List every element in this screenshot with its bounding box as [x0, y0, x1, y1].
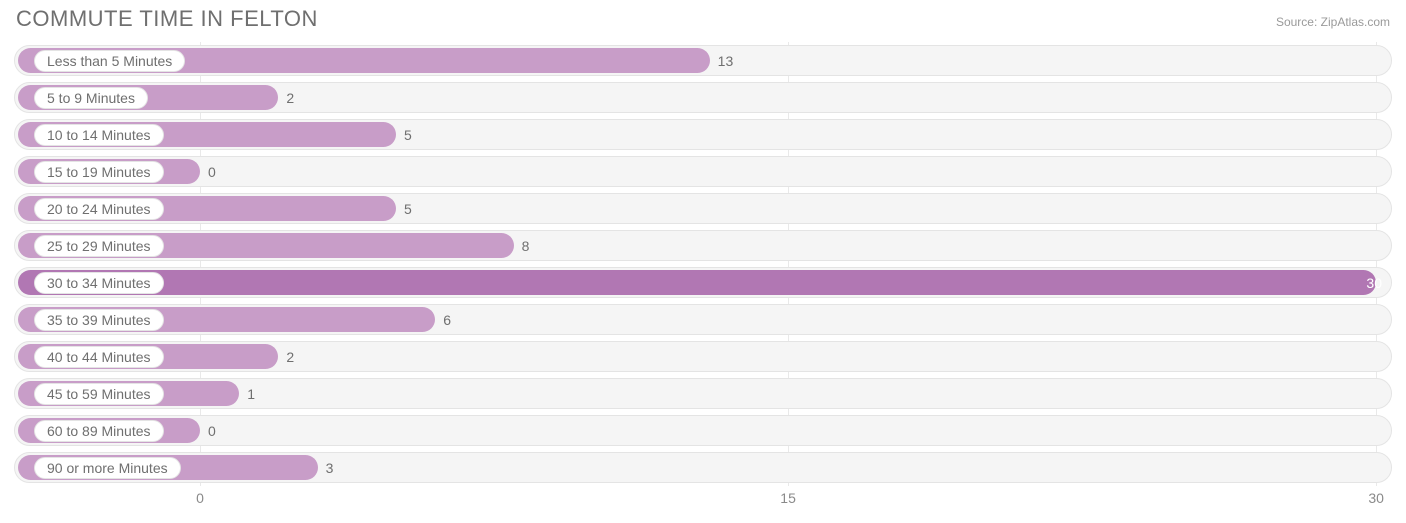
chart-title: COMMUTE TIME IN FELTON: [16, 6, 318, 32]
bar-track: [14, 415, 1392, 446]
category-label: 30 to 34 Minutes: [34, 272, 164, 294]
category-label: 25 to 29 Minutes: [34, 235, 164, 257]
category-label: 20 to 24 Minutes: [34, 198, 164, 220]
value-label: 8: [522, 238, 530, 254]
category-label: 45 to 59 Minutes: [34, 383, 164, 405]
bar-row: 25 to 29 Minutes 8: [10, 227, 1396, 264]
category-label: 5 to 9 Minutes: [34, 87, 148, 109]
bar-row: Less than 5 Minutes 13: [10, 42, 1396, 79]
category-label: 10 to 14 Minutes: [34, 124, 164, 146]
bar-row: 40 to 44 Minutes 2: [10, 338, 1396, 375]
category-label: 40 to 44 Minutes: [34, 346, 164, 368]
value-label: 0: [208, 164, 216, 180]
value-label: 1: [247, 386, 255, 402]
category-label: 90 or more Minutes: [34, 457, 181, 479]
bar-track: [14, 156, 1392, 187]
value-label: 2: [286, 349, 294, 365]
bar-row: 30 to 34 Minutes 30: [10, 264, 1396, 301]
commute-chart: COMMUTE TIME IN FELTON Source: ZipAtlas.…: [0, 0, 1406, 523]
bar-row: 20 to 24 Minutes 5: [10, 190, 1396, 227]
bar-row: 45 to 59 Minutes 1: [10, 375, 1396, 412]
value-label: 0: [208, 423, 216, 439]
value-label: 2: [286, 90, 294, 106]
category-label: 35 to 39 Minutes: [34, 309, 164, 331]
value-label: 5: [404, 127, 412, 143]
plot-area: Less than 5 Minutes135 to 9 Minutes210 t…: [10, 42, 1396, 486]
axis-tick: 30: [1368, 490, 1384, 506]
chart-source: Source: ZipAtlas.com: [1276, 15, 1390, 29]
x-axis: 0 15 30: [10, 486, 1396, 516]
category-label: 15 to 19 Minutes: [34, 161, 164, 183]
bar-row: 60 to 89 Minutes 0: [10, 412, 1396, 449]
bar-row: 90 or more Minutes 3: [10, 449, 1396, 486]
axis-tick: 15: [780, 490, 796, 506]
value-label: 13: [718, 53, 734, 69]
value-label: 30: [1366, 275, 1382, 291]
category-label: Less than 5 Minutes: [34, 50, 185, 72]
bar-row: 15 to 19 Minutes 0: [10, 153, 1396, 190]
bar-fill: [18, 270, 1376, 295]
bar-row: 35 to 39 Minutes 6: [10, 301, 1396, 338]
bar-row: 10 to 14 Minutes 5: [10, 116, 1396, 153]
value-label: 6: [443, 312, 451, 328]
axis-tick: 0: [196, 490, 204, 506]
category-label: 60 to 89 Minutes: [34, 420, 164, 442]
chart-header: COMMUTE TIME IN FELTON Source: ZipAtlas.…: [10, 6, 1396, 36]
value-label: 3: [326, 460, 334, 476]
value-label: 5: [404, 201, 412, 217]
bar-row: 5 to 9 Minutes 2: [10, 79, 1396, 116]
